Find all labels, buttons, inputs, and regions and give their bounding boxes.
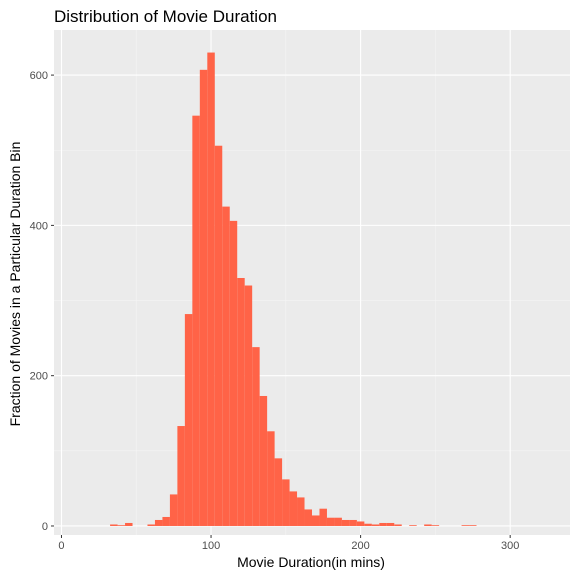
histogram-bar [117,525,126,526]
histogram-bar [162,516,170,526]
histogram-bar [229,220,238,526]
histogram-bar [371,524,380,526]
histogram-bars [110,52,477,526]
histogram-bar [214,145,223,526]
chart-title: Distribution of Movie Duration [54,7,277,26]
histogram-bar [304,509,312,526]
histogram-bar [177,426,185,526]
histogram-bar [169,494,178,526]
histogram-bar [431,525,440,526]
histogram-bar [252,347,260,526]
y-axis-title: Fraction of Movies in a Particular Durat… [7,142,23,427]
histogram-bar [469,525,477,526]
grid-lines [54,30,570,535]
histogram-bar [237,277,245,526]
histogram-bar [147,524,155,526]
histogram-bar [297,497,305,526]
x-axis-title: Movie Duration(in mins) [237,554,385,570]
histogram-bar [244,285,253,526]
x-tick-label: 200 [351,540,369,552]
histogram-bar [274,458,283,526]
histogram-bar [364,523,372,526]
histogram-bar [409,525,417,526]
histogram-bar [199,69,208,526]
y-tick-label: 400 [30,220,48,232]
histogram-bar [289,491,298,526]
histogram-bar [259,395,268,526]
x-tick-label: 300 [501,540,519,552]
histogram-bar [379,522,387,526]
histogram-bar [349,519,357,526]
histogram-bar [319,508,327,526]
histogram-bar [184,314,193,526]
histogram-bar [356,521,365,526]
histogram-bar [110,524,118,526]
histogram-bar [334,517,342,526]
histogram-bar [192,115,200,526]
histogram-bar [282,479,290,526]
histogram-bar [207,52,215,526]
x-tick-label: 0 [58,540,64,552]
histogram-bar [125,522,133,526]
histogram-bar [326,517,335,526]
y-tick-label: 600 [30,70,48,82]
y-tick-label: 200 [30,371,48,383]
histogram-bar [154,519,163,526]
histogram-bar [222,206,230,526]
histogram-bar [424,524,432,526]
histogram-bar [312,515,320,526]
x-tick-label: 100 [202,540,220,552]
histogram-bar [341,519,350,526]
axes: 0 100 200 300 0 200 400 600 [30,70,520,552]
y-tick-label: 0 [42,521,48,533]
histogram-bar [267,431,275,526]
histogram-bar [386,522,395,526]
histogram-bar [461,525,470,526]
plot-panel [54,30,570,535]
histogram-bar [394,524,402,526]
